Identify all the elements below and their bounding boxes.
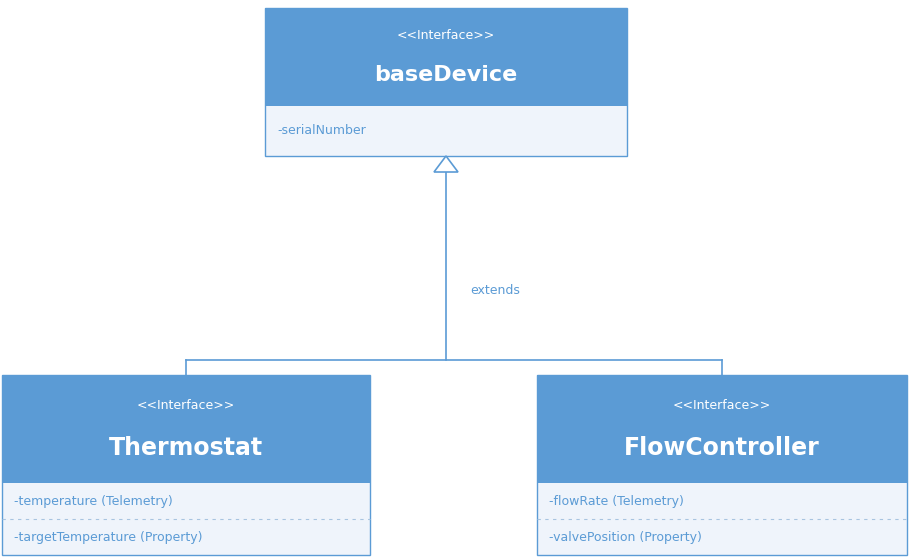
Bar (2, 375, 370, 483)
Text: extends: extends (470, 283, 520, 296)
Text: -flowRate (Telemetry): -flowRate (Telemetry) (549, 494, 684, 507)
Polygon shape (434, 156, 458, 172)
Text: -temperature (Telemetry): -temperature (Telemetry) (14, 494, 173, 507)
Text: <<Interface>>: <<Interface>> (673, 399, 771, 412)
Bar (265, 8, 627, 156)
Bar (537, 375, 907, 483)
Bar (2, 375, 370, 555)
Text: Thermostat: Thermostat (109, 436, 263, 460)
Bar (2, 483, 370, 555)
Bar (537, 375, 907, 555)
Text: -valvePosition (Property): -valvePosition (Property) (549, 531, 702, 543)
Bar (537, 483, 907, 555)
Text: -serialNumber: -serialNumber (277, 124, 365, 137)
Text: FlowController: FlowController (624, 436, 820, 460)
Text: <<Interface>>: <<Interface>> (137, 399, 235, 412)
Text: <<Interface>>: <<Interface>> (397, 29, 495, 42)
Text: baseDevice: baseDevice (375, 65, 517, 85)
Text: -targetTemperature (Property): -targetTemperature (Property) (14, 531, 203, 543)
Bar (265, 106, 627, 156)
Bar (265, 8, 627, 106)
